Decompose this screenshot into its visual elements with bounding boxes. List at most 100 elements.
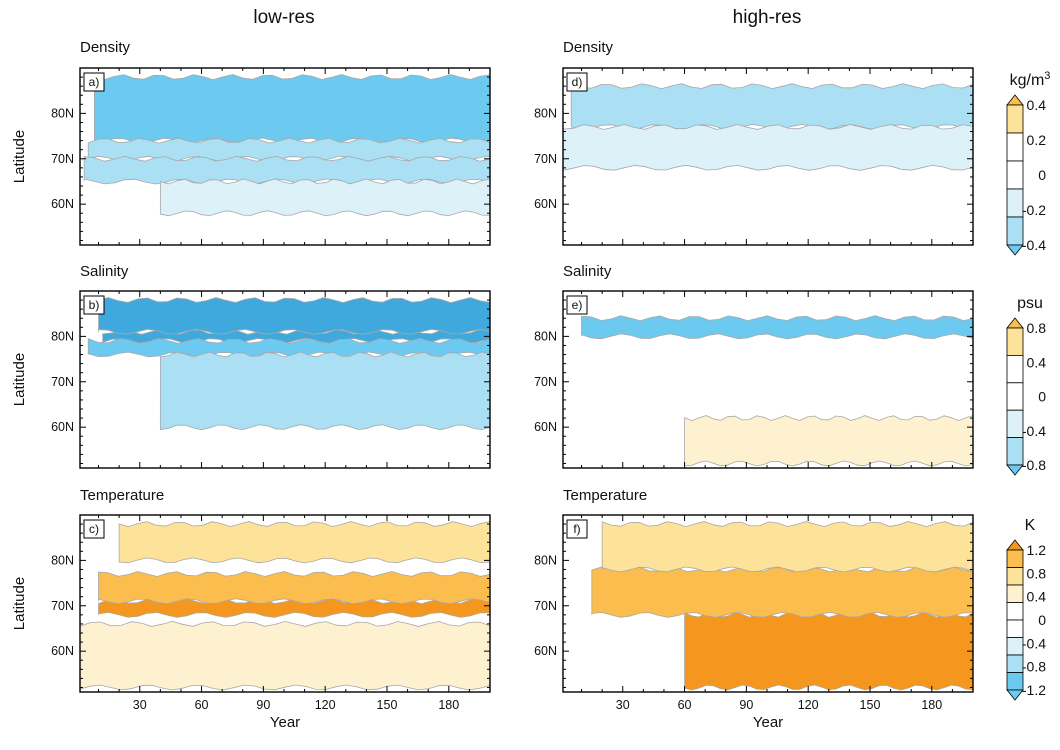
panel-c: Temperature 30 60 90 120 150 180 Year 60N 70N 80N L… <box>11 487 491 731</box>
x-tick-label-c-180: 180 <box>438 698 459 712</box>
colorbar-segment-temperature-1 <box>1006 549 1024 568</box>
y-tick-label-a-80: 80N <box>51 106 74 120</box>
panel-d: Density 60N 70N 80N d) <box>534 39 974 246</box>
colorbar-bottom-arrow-temperature <box>1006 689 1024 701</box>
panel-title-e: Salinity <box>563 263 612 280</box>
contour-band-f-2 <box>591 566 973 618</box>
colorbar-label-density-2: 0 <box>1038 167 1046 183</box>
panel-a: Density 60N 70N 80N Latitude a) <box>11 39 491 246</box>
colorbar-label-density-3: -0.2 <box>1022 202 1046 218</box>
colorbar-segment-temperature-8 <box>1006 672 1024 691</box>
plot-frame-b <box>79 290 491 469</box>
colorbar-segment-density-4 <box>1006 188 1024 218</box>
y-tick-label-f-80: 80N <box>534 553 557 567</box>
colorbar-segment-density-3 <box>1006 160 1024 190</box>
contour-band-f-3 <box>601 521 973 573</box>
y-axis-label-a: Latitude <box>11 130 28 183</box>
colorbar-label-temperature-1: 0.8 <box>1027 565 1047 581</box>
colorbar-segment-temperature-2 <box>1006 567 1024 586</box>
panel-tag-box-c <box>83 519 105 539</box>
colorbar-segment-salinity-1 <box>1006 327 1024 356</box>
x-tick-label-f-60: 60 <box>678 698 692 712</box>
y-tick-label-e-70: 70N <box>534 375 557 389</box>
colorbar-label-salinity-4: -0.8 <box>1022 457 1046 473</box>
y-tick-label-f-60: 60N <box>534 644 557 658</box>
x-axis-label-c: Year <box>270 714 300 731</box>
colorbar-label-temperature-5: -0.8 <box>1022 659 1046 675</box>
panel-tag-e: e) <box>572 298 583 312</box>
x-tick-label-f-120: 120 <box>798 698 819 712</box>
colorbar-label-temperature-0: 1.2 <box>1027 542 1047 558</box>
column-title-low-res: low-res <box>253 7 314 28</box>
contour-band-f-0 <box>684 611 973 691</box>
colorbar-salinity: 0.8 0.4 0 -0.4 -0.8 psu <box>1006 295 1047 476</box>
colorbar-label-density-4: -0.4 <box>1022 237 1046 253</box>
panel-title-d: Density <box>563 39 614 56</box>
contour-band-a-3 <box>159 178 490 217</box>
y-tick-label-d-70: 70N <box>534 152 557 166</box>
colorbar-segment-salinity-5 <box>1006 437 1024 466</box>
contour-band-c-1 <box>98 571 490 605</box>
colorbar-label-salinity-3: -0.4 <box>1022 423 1046 439</box>
panel-tag-a: a) <box>89 75 100 89</box>
colorbar-segment-temperature-5 <box>1006 619 1024 638</box>
plot-frame-d <box>562 67 974 246</box>
plot-frame-c <box>79 514 491 693</box>
colorbar-segment-salinity-3 <box>1006 382 1024 411</box>
colorbar-unit-text-salinity: psu <box>1017 295 1043 312</box>
y-tick-label-a-60: 60N <box>51 197 74 211</box>
panel-title-c: Temperature <box>80 487 164 504</box>
y-axis-label-b: Latitude <box>11 353 28 406</box>
colorbar-unit-sup-density: 3 <box>1044 70 1050 82</box>
colorbar-bottom-arrow-density <box>1006 244 1024 256</box>
colorbar-segment-temperature-7 <box>1006 654 1024 673</box>
panel-tag-box-e <box>566 295 588 315</box>
y-axis-label-c: Latitude <box>11 577 28 630</box>
y-tick-label-d-60: 60N <box>534 197 557 211</box>
colorbar-segment-density-2 <box>1006 132 1024 162</box>
x-tick-label-c-30: 30 <box>133 698 147 712</box>
panel-title-f: Temperature <box>563 487 647 504</box>
panel-tag-box-f <box>566 519 588 539</box>
x-tick-label-c-150: 150 <box>377 698 398 712</box>
y-tick-label-e-60: 60N <box>534 420 557 434</box>
colorbar-label-salinity-2: 0 <box>1038 389 1046 405</box>
y-tick-label-a-70: 70N <box>51 152 74 166</box>
x-tick-label-c-120: 120 <box>315 698 336 712</box>
contour-band-c-2 <box>118 521 490 564</box>
x-tick-label-c-60: 60 <box>195 698 209 712</box>
colorbar-segment-density-5 <box>1006 216 1024 246</box>
panel-tag-b: b) <box>89 298 100 312</box>
colorbar-label-temperature-2: 0.4 <box>1027 589 1047 605</box>
y-tick-label-f-70: 70N <box>534 599 557 613</box>
panel-tag-c: c) <box>89 522 99 536</box>
plot-frame-f <box>562 514 974 693</box>
contour-band-d-2 <box>563 124 973 171</box>
panel-b: Salinity 60N 70N 80N Latitude b) <box>11 263 491 469</box>
y-tick-label-c-80: 80N <box>51 553 74 567</box>
x-axis-label-f: Year <box>753 714 783 731</box>
panel-tag-box-b <box>83 295 105 315</box>
colorbar-segment-density-1 <box>1006 104 1024 134</box>
panel-tag-box-a <box>83 72 105 92</box>
contour-band-e-0 <box>581 315 973 340</box>
y-tick-label-e-80: 80N <box>534 329 557 343</box>
panel-tag-box-d <box>566 72 588 92</box>
contour-band-b-3 <box>159 351 490 431</box>
plot-frame-a <box>79 67 491 246</box>
colorbar-unit-density: kg/m3 <box>1010 70 1051 89</box>
column-title-high-res: high-res <box>733 7 802 28</box>
panel-f: Temperature 30 60 90 120 150 180 Year 60N 70N 80N f… <box>534 487 974 731</box>
colorbar-label-salinity-0: 0.8 <box>1027 320 1047 336</box>
colorbar-segment-temperature-6 <box>1006 637 1024 656</box>
colorbar-label-density-0: 0.4 <box>1027 97 1047 113</box>
colorbar-label-temperature-6: -1.2 <box>1022 682 1046 698</box>
colorbar-temperature: 1.2 0.8 0.4 0 -0.4 -0.8 -1.2 K <box>1006 517 1047 701</box>
contour-band-b-1 <box>98 297 490 335</box>
panel-tag-d: d) <box>572 75 583 89</box>
colorbar-segment-salinity-4 <box>1006 409 1024 439</box>
colorbar-top-arrow-density <box>1006 94 1024 106</box>
contour-band-e-1 <box>684 415 973 467</box>
colorbar-top-arrow-salinity <box>1006 317 1024 329</box>
colorbar-unit-temperature: K <box>1025 517 1036 534</box>
